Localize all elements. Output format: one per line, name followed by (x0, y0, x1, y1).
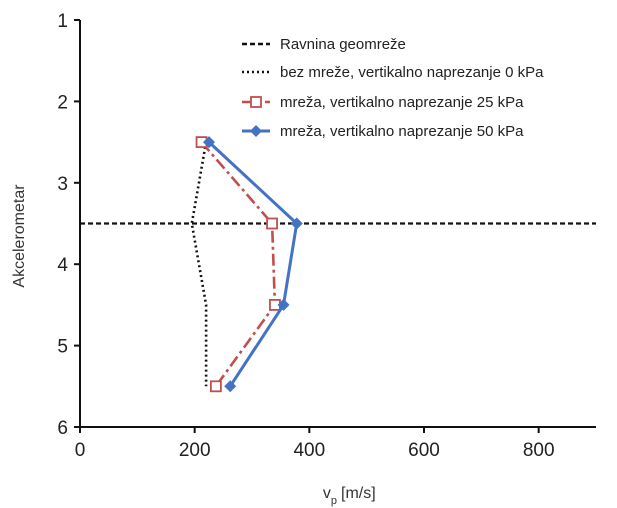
data-point-square (209, 380, 222, 393)
series-layer (80, 136, 596, 393)
data-point-square (266, 217, 278, 230)
legend-item-4: mreža, vertikalno naprezanje 50 kPa (242, 123, 524, 140)
x-tick-label: 0 (75, 440, 86, 461)
data-point-diamond (203, 136, 215, 149)
y-tick-label: 1 (57, 11, 68, 32)
series-1 (190, 141, 208, 387)
data-point-diamond (290, 217, 303, 230)
x-axis-label: vp (323, 485, 337, 507)
x-tick-label: 200 (179, 440, 211, 461)
series-line (207, 141, 299, 388)
legend-item-1: Ravnina geomreže (242, 36, 406, 53)
y-tick-label: 6 (57, 418, 68, 439)
series-3 (203, 136, 303, 393)
data-point-square (250, 96, 262, 108)
y-tick-label: 5 (57, 337, 68, 358)
data-point-diamond (250, 125, 262, 137)
series-line (200, 141, 277, 388)
x-axis-unit: [m/s] (341, 485, 376, 502)
x-tick-label: 600 (408, 440, 440, 461)
y-axis-label: Akcelerometar (11, 184, 28, 288)
x-tick-label: 400 (293, 440, 325, 461)
y-tick-label: 3 (57, 174, 68, 195)
legend-label: mreža, vertikalno naprezanje 25 kPa (280, 94, 524, 111)
legend-item-2: bez mreže, vertikalno naprezanje 0 kPa (242, 64, 544, 81)
legend-label: bez mreže, vertikalno naprezanje 0 kPa (280, 64, 544, 81)
legend-label: Ravnina geomreže (280, 36, 406, 53)
y-tick-label: 2 (57, 92, 68, 113)
legend: Ravnina geomreže bez mreže, vertikalno na… (242, 36, 544, 140)
data-point-diamond (277, 298, 290, 311)
legend-item-3: mreža, vertikalno naprezanje 25 kPa (242, 94, 524, 111)
y-tick-label: 4 (57, 255, 68, 276)
axes: 1 2 3 4 5 60 200 400 600 800 (57, 11, 596, 461)
series-line (190, 141, 208, 387)
legend-label: mreža, vertikalno naprezanje 50 kPa (280, 123, 524, 140)
series-2 (195, 136, 281, 393)
x-tick-label: 800 (523, 440, 555, 461)
data-point-diamond (224, 380, 237, 393)
